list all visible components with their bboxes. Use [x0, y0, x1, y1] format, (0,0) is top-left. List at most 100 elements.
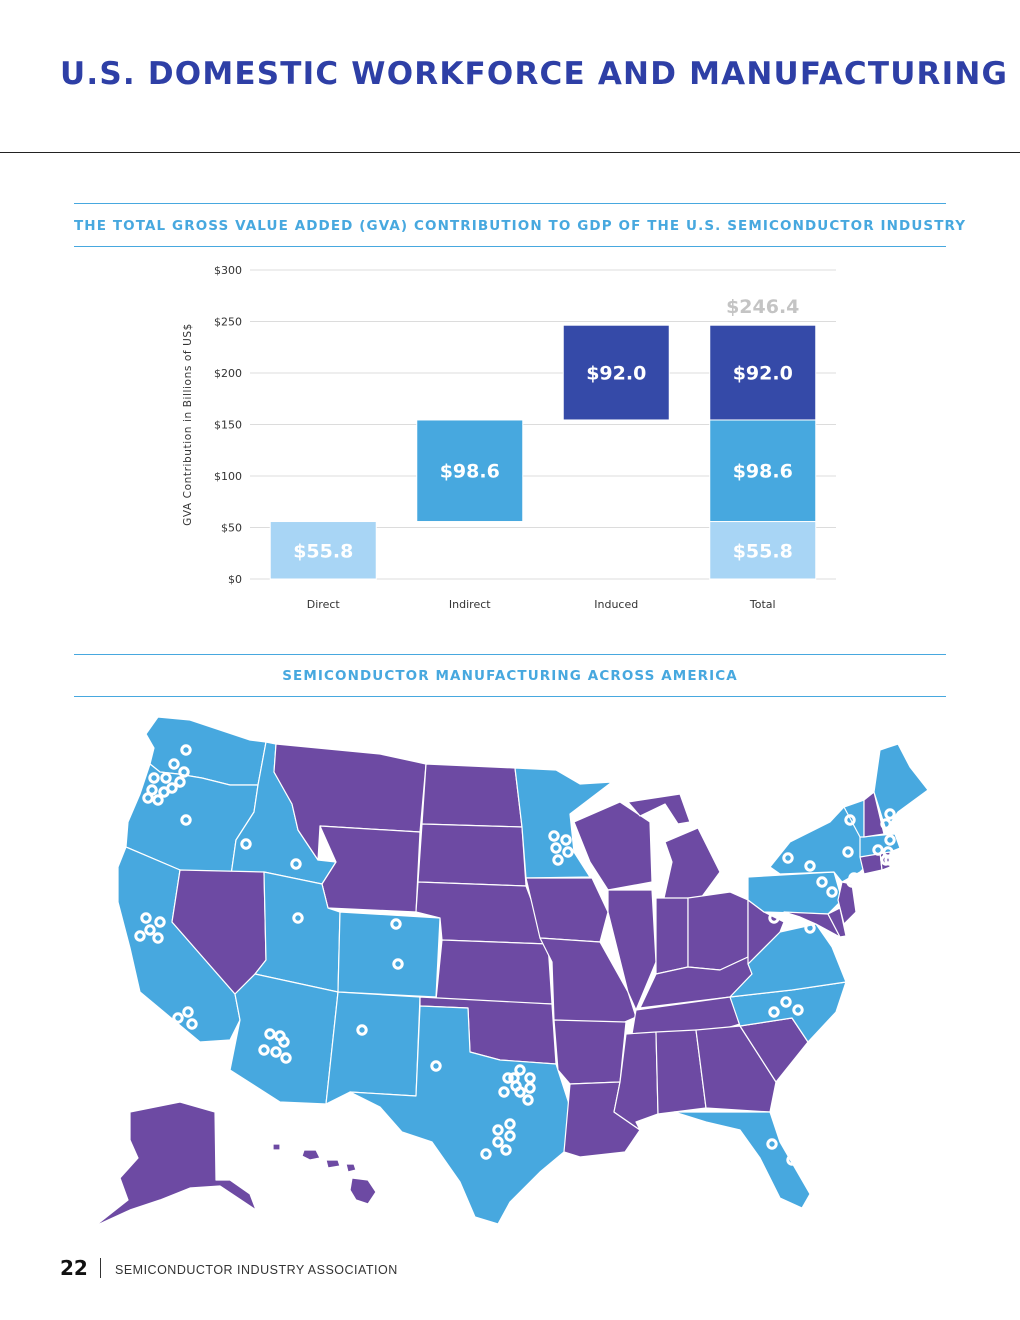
- facility-marker: [392, 958, 404, 970]
- state-maryland: [783, 911, 841, 938]
- facility-marker: [880, 854, 892, 866]
- state-alaska: [94, 1101, 257, 1227]
- y-tick-label: $150: [214, 419, 242, 432]
- x-tick-label: Indirect: [449, 598, 491, 611]
- facility-marker: [522, 1094, 534, 1106]
- facility-marker: [780, 996, 792, 1008]
- state-new-hampshire: [863, 791, 885, 838]
- facility-marker: [548, 830, 560, 842]
- state-virginia: [729, 923, 847, 998]
- y-tick-label: $50: [221, 522, 242, 535]
- facility-marker: [550, 842, 562, 854]
- y-tick-label: $0: [228, 573, 242, 586]
- facility-marker: [172, 1012, 184, 1024]
- facility-marker: [560, 834, 572, 846]
- facility-marker: [182, 1006, 194, 1018]
- facility-marker: [884, 854, 896, 866]
- state-iowa: [525, 877, 609, 943]
- state-new-mexico: [325, 991, 421, 1105]
- facility-marker: [804, 860, 816, 872]
- facility-marker: [180, 744, 192, 756]
- facility-marker: [524, 1082, 536, 1094]
- gva-chart: $0 $50 $100 $150 $200 $250 $300 GVA Contributio…: [182, 264, 836, 611]
- state-missouri: [539, 937, 637, 1025]
- facility-marker: [152, 794, 164, 806]
- facility-marker: [792, 1004, 804, 1016]
- facility-marker: [514, 1086, 526, 1098]
- gva-heading-rule-bottom: [74, 246, 946, 247]
- facility-marker: [430, 1060, 442, 1072]
- y-tick-label: $250: [214, 316, 242, 329]
- facility-marker: [492, 1124, 504, 1136]
- facility-marker: [502, 1072, 514, 1084]
- facility-marker: [562, 846, 574, 858]
- facility-marker: [148, 772, 160, 784]
- facility-marker: [480, 1148, 492, 1160]
- facility-marker: [500, 1144, 512, 1156]
- facility-marker: [280, 1052, 292, 1064]
- state-indiana: [655, 897, 689, 975]
- facility-marker: [166, 782, 178, 794]
- bar-indirect: [709, 419, 817, 523]
- facility-marker: [766, 1138, 778, 1150]
- page-number: 22: [60, 1256, 88, 1280]
- facility-marker: [174, 776, 186, 788]
- title-divider: [0, 152, 1020, 153]
- facility-marker: [514, 1064, 526, 1076]
- bar-value-label: $55.8: [733, 540, 793, 562]
- facility-marker: [180, 814, 192, 826]
- y-tick-label: $200: [214, 367, 242, 380]
- facility-marker: [768, 912, 780, 924]
- facility-marker: [270, 1046, 282, 1058]
- state-alabama: [655, 1029, 707, 1115]
- map-states: [94, 716, 929, 1227]
- map-heading-rule-top: [74, 654, 946, 655]
- state-texas: [349, 1005, 571, 1225]
- facility-marker: [356, 1024, 368, 1036]
- footer-divider: [100, 1258, 101, 1278]
- x-tick-label: Direct: [307, 598, 341, 611]
- facility-marker: [134, 930, 146, 942]
- facility-markers: [134, 744, 896, 1166]
- facility-marker: [154, 916, 166, 928]
- facility-marker: [504, 1118, 516, 1130]
- facility-marker: [144, 924, 156, 936]
- state-florida: [673, 1111, 811, 1209]
- state-maine: [873, 743, 929, 831]
- state-kansas: [435, 939, 553, 1005]
- facility-marker: [524, 1072, 536, 1084]
- facility-marker: [492, 1136, 504, 1148]
- bar-value-label: $98.6: [440, 461, 500, 483]
- facility-marker: [160, 772, 172, 784]
- facility-marker: [786, 1154, 798, 1166]
- facility-marker: [186, 1018, 198, 1030]
- state-colorado: [337, 911, 441, 998]
- state-north-dakota: [421, 763, 523, 828]
- facility-marker: [178, 766, 190, 778]
- facility-marker: [804, 922, 816, 934]
- y-axis-label: GVA Contribution in Billions of US$: [182, 323, 194, 526]
- facility-marker: [880, 818, 892, 830]
- facility-marker: [240, 838, 252, 850]
- facility-marker: [768, 1006, 780, 1018]
- facility-marker: [884, 808, 896, 820]
- facility-marker: [508, 1072, 520, 1084]
- gva-heading-rule-top: [74, 203, 946, 204]
- bar-direct: [709, 521, 817, 580]
- bar-indirect: [416, 419, 524, 523]
- facility-marker: [168, 758, 180, 770]
- bar-value-label: $55.8: [293, 540, 353, 562]
- state-hawaii: [272, 1143, 377, 1205]
- facility-marker: [826, 886, 838, 898]
- facility-marker: [140, 912, 152, 924]
- facility-marker: [872, 844, 884, 856]
- y-tick-label: $300: [214, 264, 242, 277]
- state-wisconsin: [573, 801, 653, 891]
- facility-marker: [844, 814, 856, 826]
- facility-marker: [498, 1086, 510, 1098]
- facility-marker: [264, 1028, 276, 1040]
- bar-direct: [269, 521, 377, 580]
- bar-value-label: $92.0: [733, 363, 793, 385]
- x-tick-label: Total: [749, 598, 776, 611]
- facility-marker: [390, 918, 402, 930]
